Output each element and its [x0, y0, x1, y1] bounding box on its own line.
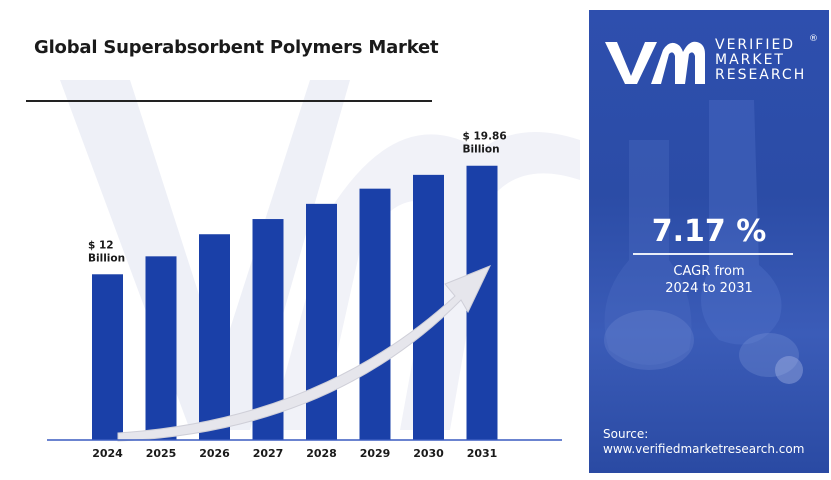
x-tick-label: 2031: [467, 447, 498, 460]
registered-mark: ®: [809, 34, 818, 44]
x-tick-label: 2024: [92, 447, 123, 460]
growth-arrow: [117, 265, 492, 442]
brand-name: VERIFIED MARKET RESEARCH: [715, 37, 807, 83]
chart-title: Global Superabsorbent Polymers Market: [34, 37, 439, 58]
vmr-logo-icon: [605, 41, 705, 84]
source-note: Source: www.verifiedmarketresearch.com: [603, 427, 804, 457]
bar-2030: [413, 174, 444, 440]
source-label: Source:: [603, 427, 649, 441]
x-tick-label: 2026: [199, 447, 230, 460]
x-tick-label: 2029: [360, 447, 391, 460]
bar-chart: 2024 2025 2026 2027 2028 2029 2030 2031$ 12Bill…: [47, 131, 562, 460]
title-underline: [26, 100, 432, 102]
x-tick-label: 2028: [306, 447, 337, 460]
data-label-2031: $ 19.86: [463, 131, 507, 143]
bar-2025: [145, 256, 177, 440]
data-label-2031: Billion: [463, 144, 500, 156]
data-label-2024: Billion: [88, 252, 125, 264]
flask-illustration: [604, 100, 803, 384]
x-tick-label: 2030: [413, 447, 444, 460]
data-label-2024: $ 12: [88, 239, 114, 251]
watermark-logo: [60, 80, 580, 430]
bar-2026: [199, 234, 230, 440]
cagr-label: CAGR from 2024 to 2031: [665, 264, 753, 296]
cagr-value: 7.17 %: [651, 214, 767, 249]
cagr-divider: [633, 253, 793, 255]
side-panel: VERIFIED MARKET RESEARCH ® 7.17 % CAGR f…: [589, 10, 829, 473]
bar-2028: [306, 203, 337, 440]
bar-2029: [359, 188, 391, 440]
source-url[interactable]: www.verifiedmarketresearch.com: [603, 442, 805, 456]
x-tick-label: 2025: [146, 447, 177, 460]
x-tick-label: 2027: [253, 447, 284, 460]
bar-2024: [92, 274, 123, 440]
